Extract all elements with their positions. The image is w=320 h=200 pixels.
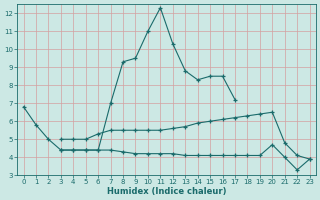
X-axis label: Humidex (Indice chaleur): Humidex (Indice chaleur) xyxy=(107,187,226,196)
